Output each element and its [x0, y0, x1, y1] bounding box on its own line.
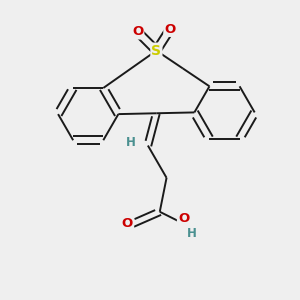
Text: H: H [187, 227, 197, 240]
Text: O: O [178, 212, 189, 225]
Text: H: H [126, 136, 136, 148]
Text: S: S [152, 44, 161, 58]
Text: O: O [122, 217, 133, 230]
Text: O: O [164, 23, 175, 36]
Text: O: O [132, 26, 143, 38]
